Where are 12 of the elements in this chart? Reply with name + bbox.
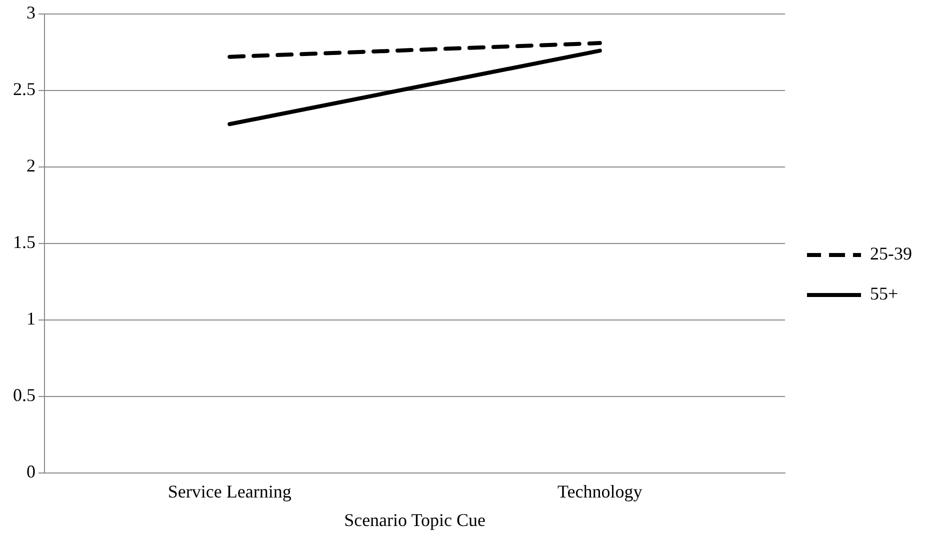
y-tick-label: 0.5: [13, 385, 36, 406]
y-tick-label: 1: [26, 308, 36, 329]
x-tick-label: Technology: [558, 481, 642, 502]
y-tick-label: 2.5: [13, 79, 36, 100]
y-tick-label: 3: [26, 2, 36, 23]
x-axis-title: Scenario Topic Cue: [344, 510, 486, 530]
legend-label: 25-39: [870, 244, 912, 264]
y-tick-label: 0: [26, 462, 36, 482]
x-tick-label: Service Learning: [168, 481, 292, 502]
legend-label: 55+: [870, 284, 898, 304]
y-tick-label: 2: [26, 156, 36, 176]
y-tick-label: 1.5: [13, 232, 36, 252]
